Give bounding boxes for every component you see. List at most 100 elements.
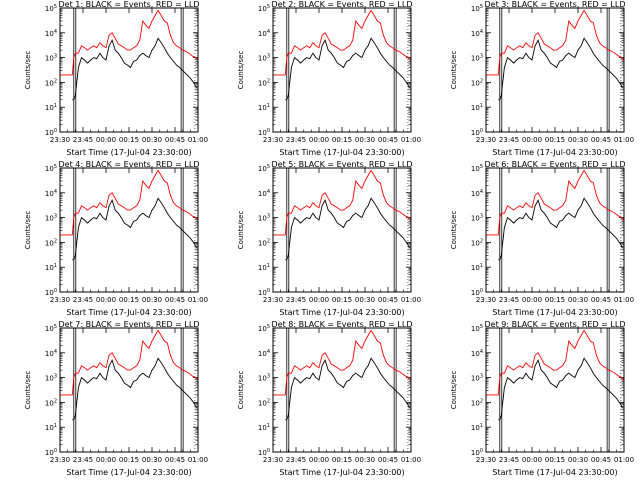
x-tick-label: 00:30 [568, 136, 588, 144]
y-axis-label: Counts/sec [237, 51, 245, 90]
x-tick-label: 01:00 [188, 296, 208, 304]
y-tick-label: 101 [471, 103, 483, 112]
x-tick-label: 00:45 [591, 136, 611, 144]
y-tick-label: 101 [258, 263, 270, 272]
x-axis-label: Start Time (17-Jul-04 23:30:00) [492, 148, 617, 157]
y-tick-label: 105 [258, 4, 270, 13]
chart-title: Det 8: BLACK = Events, RED = LLD [272, 320, 413, 329]
x-tick-label: 23:45 [499, 136, 519, 144]
x-tick-label: 23:30 [263, 296, 283, 304]
y-tick-label: 104 [471, 349, 483, 358]
x-tick-label: 01:00 [614, 136, 634, 144]
plot-frame [59, 327, 199, 453]
detector-chart: Det 1: BLACK = Events, RED = LLD Counts/s… [24, 0, 208, 157]
x-tick-label: 00:15 [119, 136, 139, 144]
y-tick-label: 102 [258, 78, 270, 87]
detector-chart: Det 5: BLACK = Events, RED = LLD Counts/s… [237, 160, 421, 317]
x-tick-label: 00:45 [165, 456, 185, 464]
y-tick-label: 101 [471, 423, 483, 432]
lld-series-line [273, 169, 412, 236]
x-tick-label: 00:15 [119, 296, 139, 304]
y-tick-label: 101 [45, 423, 57, 432]
y-tick-label: 100 [45, 288, 57, 297]
x-tick-label: 01:00 [614, 296, 634, 304]
x-tick-label: 00:45 [591, 296, 611, 304]
x-tick-label: 00:45 [378, 296, 398, 304]
x-tick-label: 00:00 [522, 136, 542, 144]
events-series-line [72, 357, 197, 421]
chart-title: Det 3: BLACK = Events, RED = LLD [485, 0, 626, 9]
x-tick-label: 00:00 [309, 136, 329, 144]
chart-title: Det 6: BLACK = Events, RED = LLD [485, 160, 626, 169]
x-tick-label: 23:30 [263, 136, 283, 144]
y-axis-label: Counts/sec [237, 211, 245, 250]
events-series-line [498, 357, 623, 421]
x-axis-label: Start Time (17-Jul-04 23:30:00) [66, 468, 191, 477]
y-tick-label: 104 [471, 29, 483, 38]
events-series-line [72, 197, 197, 261]
plot-frame [59, 167, 199, 293]
plot-frame [485, 327, 625, 453]
y-tick-label: 103 [258, 54, 270, 63]
y-tick-label: 101 [471, 263, 483, 272]
chart-title: Det 4: BLACK = Events, RED = LLD [59, 160, 200, 169]
lld-series-line [60, 169, 199, 236]
detector-panel: Det 8: BLACK = Events, RED = LLD Counts/s… [213, 320, 426, 480]
events-series-line [498, 37, 623, 101]
x-axis-label: Start Time (17-Jul-04 23:30:00) [492, 468, 617, 477]
chart-title: Det 1: BLACK = Events, RED = LLD [59, 0, 200, 9]
chart-title: Det 9: BLACK = Events, RED = LLD [485, 320, 626, 329]
x-tick-label: 23:30 [50, 136, 70, 144]
y-tick-label: 103 [471, 214, 483, 223]
y-tick-label: 100 [471, 288, 483, 297]
y-tick-label: 100 [258, 448, 270, 457]
y-tick-label: 102 [471, 398, 483, 407]
x-tick-label: 00:00 [309, 456, 329, 464]
events-series-line [285, 357, 410, 421]
y-tick-label: 103 [45, 374, 57, 383]
y-tick-label: 105 [258, 164, 270, 173]
x-tick-label: 00:45 [165, 296, 185, 304]
lld-series-line [60, 9, 199, 76]
detector-panel: Det 5: BLACK = Events, RED = LLD Counts/s… [213, 160, 426, 320]
plot-frame [272, 327, 412, 453]
y-tick-label: 104 [471, 189, 483, 198]
y-tick-label: 101 [258, 423, 270, 432]
events-series-line [285, 197, 410, 261]
y-tick-label: 100 [45, 448, 57, 457]
y-axis-label: Counts/sec [450, 211, 458, 250]
x-tick-label: 00:00 [96, 136, 116, 144]
y-tick-label: 105 [258, 324, 270, 333]
plot-frame [272, 167, 412, 293]
y-axis-label: Counts/sec [237, 371, 245, 410]
events-series-line [285, 37, 410, 101]
y-tick-label: 103 [471, 54, 483, 63]
y-tick-label: 104 [258, 29, 270, 38]
x-tick-label: 23:45 [73, 296, 93, 304]
detector-chart: Det 7: BLACK = Events, RED = LLD Counts/s… [24, 320, 208, 477]
x-tick-label: 01:00 [401, 136, 421, 144]
x-axis-label: Start Time (17-Jul-04 23:30:00) [279, 468, 404, 477]
x-tick-label: 00:15 [332, 136, 352, 144]
events-series-line [72, 37, 197, 101]
y-tick-label: 104 [45, 189, 57, 198]
detector-panel: Det 1: BLACK = Events, RED = LLD Counts/s… [0, 0, 213, 160]
x-tick-label: 23:30 [263, 456, 283, 464]
y-tick-label: 100 [258, 128, 270, 137]
y-tick-label: 105 [471, 324, 483, 333]
x-tick-label: 23:45 [73, 136, 93, 144]
x-tick-label: 23:30 [476, 456, 496, 464]
x-tick-label: 00:15 [545, 456, 565, 464]
y-tick-label: 102 [45, 238, 57, 247]
y-axis-label: Counts/sec [24, 211, 32, 250]
chart-title: Det 5: BLACK = Events, RED = LLD [272, 160, 413, 169]
y-axis-label: Counts/sec [24, 371, 32, 410]
y-tick-label: 104 [258, 349, 270, 358]
x-tick-label: 01:00 [401, 296, 421, 304]
chart-title: Det 7: BLACK = Events, RED = LLD [59, 320, 200, 329]
y-tick-label: 103 [258, 374, 270, 383]
x-tick-label: 23:45 [286, 456, 306, 464]
x-axis-label: Start Time (17-Jul-04 23:30:00) [66, 148, 191, 157]
y-tick-label: 104 [45, 349, 57, 358]
x-tick-label: 00:15 [332, 456, 352, 464]
